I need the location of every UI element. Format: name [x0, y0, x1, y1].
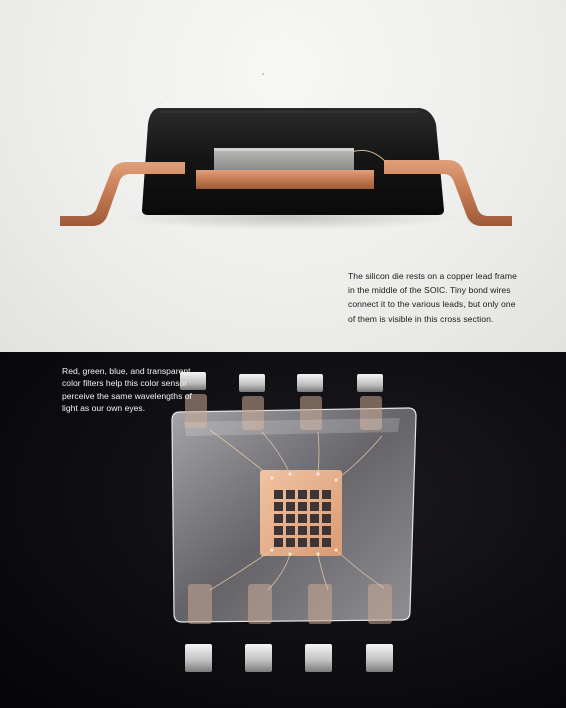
die-edge: [214, 148, 354, 151]
color-filter: [274, 538, 283, 547]
color-filter: [310, 514, 319, 523]
color-filter: [286, 514, 295, 523]
lead-frame-paddle: [196, 170, 374, 189]
silicon-die: [214, 148, 354, 170]
bond-pad: [316, 472, 319, 475]
color-filter: [274, 490, 283, 499]
pin: [239, 374, 265, 392]
bond-pad: [316, 552, 319, 555]
bond-pad: [334, 548, 337, 551]
color-filter: [298, 514, 307, 523]
cross-section-photo: The silicon die rests on a copper lead f…: [0, 0, 566, 352]
pin: [357, 374, 383, 392]
color-filter: [298, 538, 307, 547]
cross-section-caption: The silicon die rests on a copper lead f…: [348, 269, 518, 326]
color-filter: [310, 538, 319, 547]
bond-pad: [270, 548, 273, 551]
bond-pad: [288, 472, 291, 475]
color-filter: [286, 490, 295, 499]
color-sensor-caption: Red, green, blue, and transparent color …: [62, 365, 202, 415]
lead-finger: [368, 584, 392, 624]
color-filter: [322, 538, 331, 547]
bond-pad: [334, 478, 337, 481]
color-filter: [286, 526, 295, 535]
pin: [245, 644, 272, 672]
color-filter: [274, 514, 283, 523]
color-filter: [310, 502, 319, 511]
color-filter-grid: [274, 490, 331, 547]
color-filter: [274, 526, 283, 535]
pin: [297, 374, 323, 392]
pin: [366, 644, 393, 672]
dust-speck: [262, 73, 264, 75]
color-filter: [298, 490, 307, 499]
color-filter: [298, 526, 307, 535]
pin: [305, 644, 332, 672]
dust-speck: [167, 95, 168, 96]
lead-finger: [308, 584, 332, 624]
color-filter: [298, 502, 307, 511]
lead-finger: [188, 584, 212, 624]
color-filter: [310, 526, 319, 535]
color-filter: [286, 502, 295, 511]
color-filter: [322, 490, 331, 499]
color-filter: [286, 538, 295, 547]
color-filter: [274, 502, 283, 511]
color-filter: [322, 502, 331, 511]
color-sensor-photo: Red, green, blue, and transparent color …: [0, 352, 566, 708]
color-filter: [322, 514, 331, 523]
bottom-pins: [185, 644, 393, 672]
color-filter: [310, 490, 319, 499]
color-filter: [322, 526, 331, 535]
bond-pad: [288, 552, 291, 555]
top-pins: [180, 372, 383, 392]
bond-pad: [270, 476, 273, 479]
pin: [185, 644, 212, 672]
